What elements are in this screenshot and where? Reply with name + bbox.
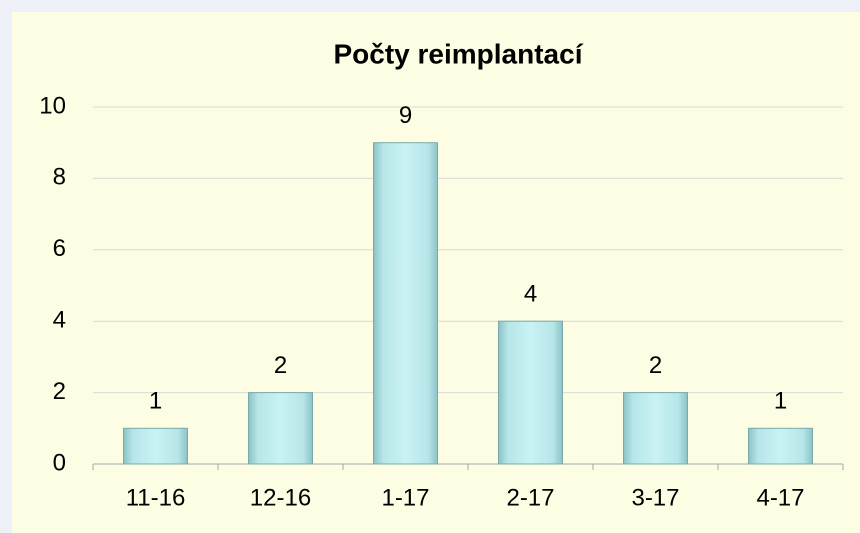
x-tick-label: 3-17 bbox=[631, 484, 679, 511]
x-tick-label: 11-16 bbox=[126, 484, 186, 511]
bar bbox=[498, 320, 563, 465]
y-tick-label: 6 bbox=[53, 235, 66, 262]
bar bbox=[248, 392, 313, 465]
bar bbox=[748, 427, 813, 465]
data-label: 9 bbox=[399, 102, 412, 129]
y-tick-label: 8 bbox=[53, 164, 66, 191]
x-tick-label: 1-17 bbox=[381, 484, 429, 511]
data-label: 1 bbox=[149, 388, 162, 415]
bar bbox=[123, 427, 188, 465]
data-label: 2 bbox=[274, 352, 287, 379]
data-label: 1 bbox=[774, 388, 787, 415]
data-label: 2 bbox=[649, 352, 662, 379]
y-tick-label: 0 bbox=[53, 449, 66, 476]
y-tick-label: 4 bbox=[53, 307, 66, 334]
bar bbox=[373, 142, 438, 465]
x-tick-label: 2-17 bbox=[506, 484, 554, 511]
y-tick-label: 10 bbox=[39, 92, 66, 119]
x-tick-label: 4-17 bbox=[756, 484, 804, 511]
bar bbox=[623, 392, 688, 465]
y-tick-label: 2 bbox=[53, 378, 66, 405]
data-label: 4 bbox=[524, 281, 537, 308]
x-tick-label: 12-16 bbox=[250, 484, 311, 511]
chart-title: Počty reimplantací bbox=[334, 38, 584, 69]
